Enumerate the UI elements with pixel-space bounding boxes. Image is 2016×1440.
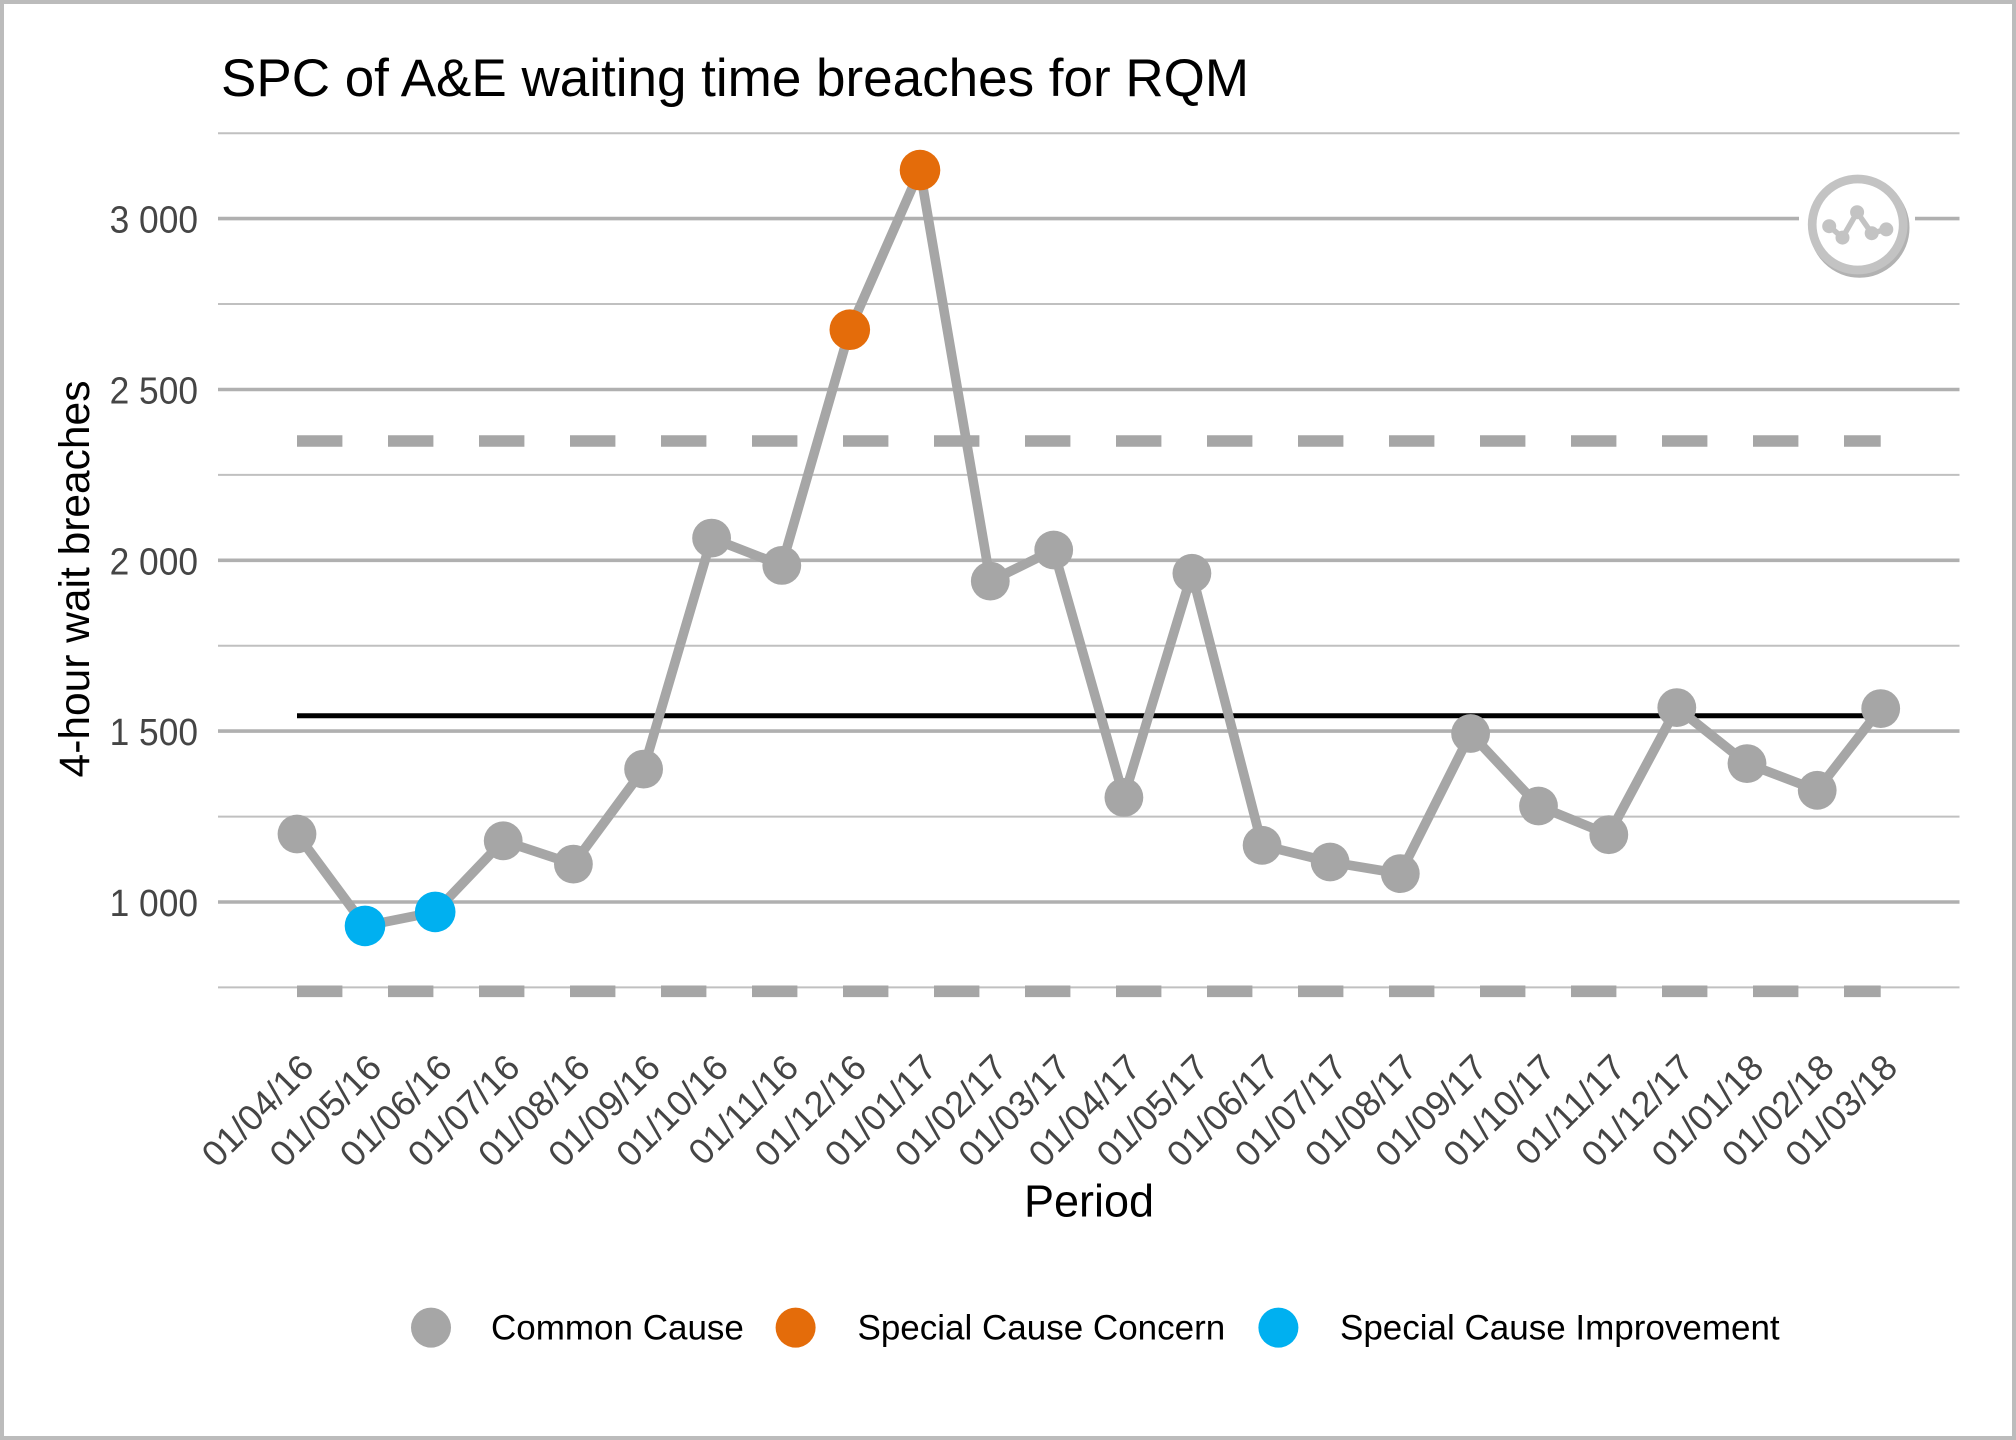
svg-text:SPC of A&E waiting time breach: SPC of A&E waiting time breaches for RQM (221, 49, 1249, 108)
svg-text:Common Cause: Common Cause (491, 1309, 744, 1348)
svg-text:1 000: 1 000 (110, 882, 198, 924)
svg-text:4-hour wait breaches: 4-hour wait breaches (52, 381, 99, 778)
svg-text:Special Cause Concern: Special Cause Concern (858, 1309, 1226, 1348)
svg-text:2 000: 2 000 (110, 540, 198, 582)
svg-text:Special Cause Improvement: Special Cause Improvement (1340, 1309, 1780, 1348)
svg-text:3 000: 3 000 (110, 198, 198, 240)
svg-text:Period: Period (1024, 1176, 1154, 1227)
svg-text:1 500: 1 500 (110, 711, 198, 753)
svg-text:2 500: 2 500 (110, 369, 198, 411)
